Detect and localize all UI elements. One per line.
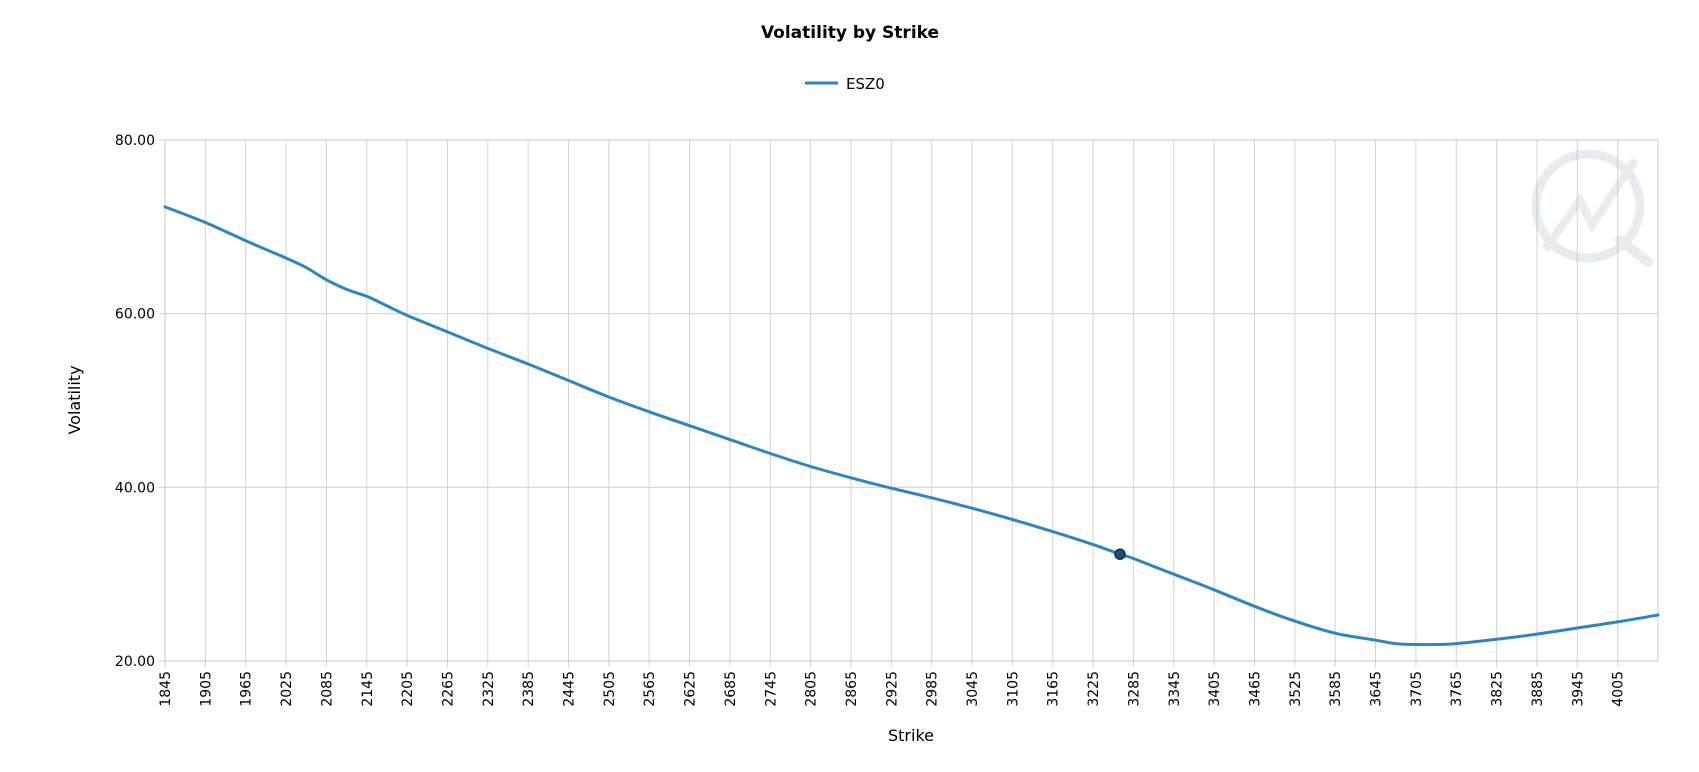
series-line-esz0[interactable] [163,205,1660,647]
grid [159,139,1658,667]
x-tick-label: 2325 [481,671,497,707]
x-tick-label: 3405 [1207,671,1223,707]
x-tick-label: 3465 [1247,671,1263,707]
x-tick-label: 2565 [642,671,658,707]
x-tick-label: 3825 [1490,671,1506,707]
y-tick-label: 40.00 [115,480,155,496]
y-tick-label: 80.00 [115,133,155,149]
x-tick-label: 3885 [1530,671,1546,707]
x-axis-ticks: 1845 1905 1965 2025 2085 2145 2205 2265 2325 2385… [158,671,1627,707]
x-tick-label: 2985 [925,671,941,707]
x-tick-label: 3765 [1449,671,1465,707]
y-axis-label: Volatility [65,365,84,434]
x-tick-label: 2925 [884,671,900,707]
y-axis-ticks: 20.00 40.00 60.00 80.00 [115,133,155,670]
x-tick-label: 2805 [804,671,820,707]
chart-title: Volatility by Strike [761,23,939,43]
x-axis-label: Strike [888,726,934,745]
x-tick-label: 4005 [1611,671,1627,707]
x-tick-label: 2025 [279,671,295,707]
x-tick-label: 2145 [360,671,376,707]
x-tick-label: 1905 [198,671,214,707]
x-tick-label: 3105 [1005,671,1021,707]
x-tick-label: 2265 [440,671,456,707]
x-tick-label: 3525 [1288,671,1304,707]
x-tick-label: 2865 [844,671,860,707]
x-tick-label: 2085 [319,671,335,707]
x-tick-label: 3585 [1328,671,1344,707]
x-tick-label: 3165 [1046,671,1062,707]
x-tick-label: 3285 [1126,671,1142,707]
x-tick-label: 2445 [562,671,578,707]
x-tick-label: 2625 [683,671,699,707]
x-tick-label: 2385 [521,671,537,707]
plot-area [164,139,1659,662]
x-tick-label: 3945 [1570,671,1586,707]
y-tick-label: 20.00 [115,654,155,670]
x-tick-label: 2745 [763,671,779,707]
watermark-logo [1531,149,1653,267]
legend[interactable]: ESZ0 [805,75,885,93]
x-tick-label: 2205 [400,671,416,707]
highlighted-data-point[interactable] [1114,548,1126,560]
x-tick-label: 3345 [1167,671,1183,707]
y-tick-label: 60.00 [115,307,155,323]
x-tick-label: 2505 [602,671,618,707]
x-tick-label: 2685 [723,671,739,707]
x-tick-label: 1965 [239,671,255,707]
x-tick-label: 3045 [965,671,981,707]
legend-label-esz0: ESZ0 [846,75,885,93]
x-tick-label: 3645 [1369,671,1385,707]
x-tick-label: 1845 [158,671,174,707]
x-tick-label: 3705 [1409,671,1425,707]
x-tick-label: 3225 [1086,671,1102,707]
